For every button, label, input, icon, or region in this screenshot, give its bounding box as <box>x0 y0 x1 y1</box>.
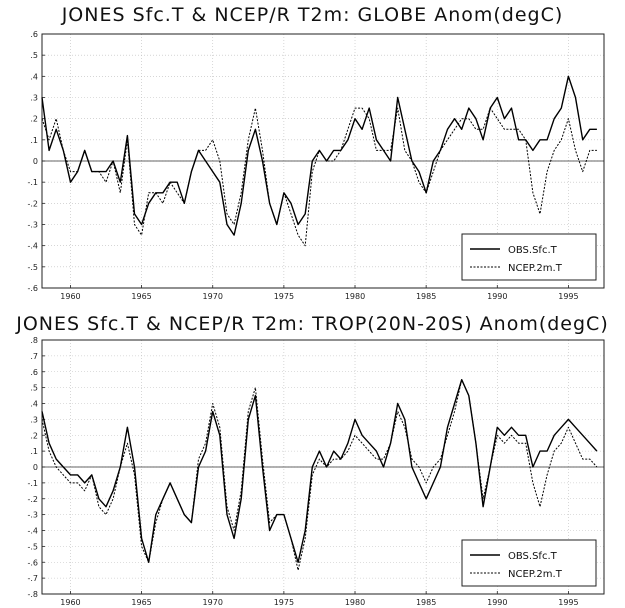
y-tick-label: -.2 <box>27 495 38 504</box>
x-tick-label: 1975 <box>274 598 294 607</box>
y-tick-label: .5 <box>30 51 38 60</box>
y-tick-label: -.4 <box>27 527 38 536</box>
x-tick-label: 1960 <box>60 598 80 607</box>
y-tick-label: .2 <box>30 431 38 440</box>
x-tick-label: 1960 <box>60 292 80 301</box>
y-tick-label: -.1 <box>27 178 38 187</box>
legend-label: NCEP.2m.T <box>508 569 563 580</box>
y-tick-label: -.6 <box>27 558 38 567</box>
y-tick-label: -.6 <box>27 284 38 293</box>
y-tick-label: .3 <box>30 94 38 103</box>
x-tick-label: 1985 <box>416 292 436 301</box>
x-tick-label: 1995 <box>558 292 578 301</box>
y-tick-label: .6 <box>30 368 38 377</box>
y-tick-label: -.5 <box>27 542 38 551</box>
y-tick-label: .5 <box>30 384 38 393</box>
y-tick-label: -.8 <box>27 590 38 599</box>
y-tick-label: .7 <box>30 352 38 361</box>
y-tick-label: -.2 <box>27 199 38 208</box>
series-line-obs <box>41 379 598 563</box>
y-tick-label: .1 <box>30 136 38 145</box>
legend-label: OBS.Sfc.T <box>508 245 558 256</box>
y-tick-label: 0 <box>33 463 38 472</box>
legend-label: NCEP.2m.T <box>508 263 563 274</box>
x-tick-label: 1980 <box>345 292 365 301</box>
legend-box <box>461 233 597 281</box>
y-tick-label: -.1 <box>27 479 38 488</box>
y-tick-label: .6 <box>30 30 38 39</box>
y-tick-label: .4 <box>30 72 38 81</box>
x-tick-label: 1990 <box>487 292 507 301</box>
y-tick-label: -.4 <box>27 242 38 251</box>
legend-box <box>461 539 597 587</box>
y-tick-label: -.5 <box>27 263 38 272</box>
x-tick-label: 1990 <box>487 598 507 607</box>
x-tick-label: 1980 <box>345 598 365 607</box>
x-tick-label: 1985 <box>416 598 436 607</box>
chart-title-trop: JONES Sfc.T & NCEP/R T2m: TROP(20N-20S) … <box>16 313 609 335</box>
x-tick-label: 1970 <box>203 292 223 301</box>
y-tick-label: -.3 <box>27 511 38 520</box>
y-tick-label: 0 <box>33 157 38 166</box>
y-tick-label: .2 <box>30 115 38 124</box>
y-tick-label: .3 <box>30 415 38 424</box>
chart-title-globe: JONES Sfc.T & NCEP/R T2m: GLOBE Anom(deg… <box>61 4 564 26</box>
y-tick-label: -.7 <box>27 574 38 583</box>
series-line-ncep <box>41 379 598 571</box>
x-tick-label: 1970 <box>203 598 223 607</box>
y-tick-label: .4 <box>30 400 38 409</box>
y-tick-label: .8 <box>30 336 38 345</box>
x-tick-label: 1965 <box>131 292 151 301</box>
legend-label: OBS.Sfc.T <box>508 551 558 562</box>
x-tick-label: 1975 <box>274 292 294 301</box>
y-tick-label: .1 <box>30 447 38 456</box>
x-tick-label: 1965 <box>131 598 151 607</box>
y-tick-label: -.3 <box>27 221 38 230</box>
series-line-ncep <box>41 107 597 247</box>
x-tick-label: 1995 <box>558 598 578 607</box>
